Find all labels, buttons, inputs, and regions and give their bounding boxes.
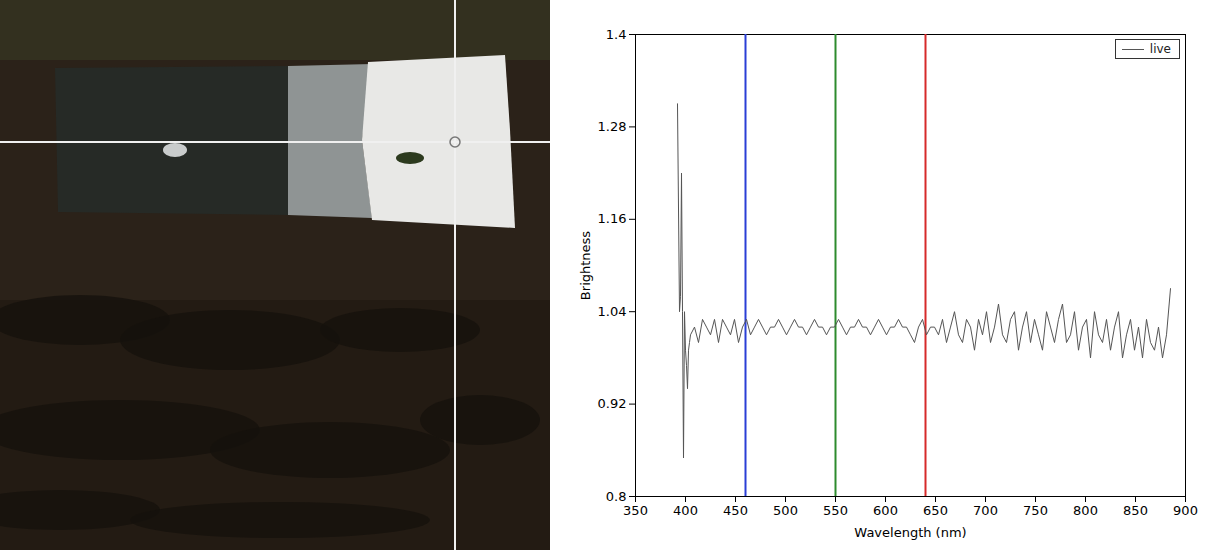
svg-text:0.8: 0.8: [606, 489, 627, 504]
svg-text:Wavelength (nm): Wavelength (nm): [854, 525, 966, 540]
svg-text:650: 650: [923, 503, 948, 518]
svg-text:0.92: 0.92: [598, 396, 627, 411]
html-text:live: live: [1149, 42, 1171, 56]
svg-text:400: 400: [673, 503, 698, 518]
svg-text:700: 700: [973, 503, 998, 518]
svg-text:600: 600: [873, 503, 898, 518]
svg-text:800: 800: [1073, 503, 1098, 518]
svg-text:850: 850: [1123, 503, 1148, 518]
svg-text:750: 750: [1023, 503, 1048, 518]
svg-text:1.04: 1.04: [598, 304, 627, 319]
svg-text:450: 450: [723, 503, 748, 518]
svg-text:Brightness: Brightness: [578, 231, 593, 300]
svg-text:550: 550: [823, 503, 848, 518]
svg-text:1.16: 1.16: [598, 211, 627, 226]
svg-text:500: 500: [773, 503, 798, 518]
svg-text:900: 900: [1173, 503, 1198, 518]
svg-text:1.28: 1.28: [598, 119, 627, 134]
svg-text:1.4: 1.4: [606, 27, 627, 42]
svg-text:350: 350: [623, 503, 648, 518]
